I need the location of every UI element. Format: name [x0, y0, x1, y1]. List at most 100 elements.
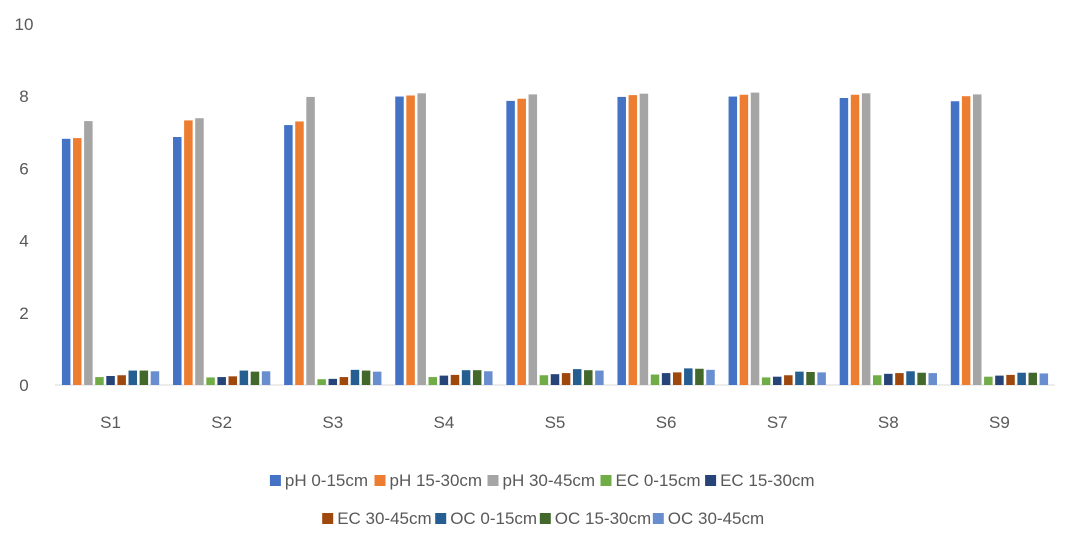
bar: [617, 96, 626, 386]
bar: [439, 375, 449, 385]
x-tick-label: S3: [322, 413, 343, 432]
legend-label: EC 15-30cm: [720, 471, 814, 490]
legend-swatch: [600, 475, 612, 486]
bar: [761, 377, 771, 385]
legend-item: pH 15-30cm: [374, 471, 482, 490]
bar: [784, 375, 793, 385]
bar: [772, 376, 782, 385]
x-tick-label: S9: [989, 413, 1010, 432]
bar: [317, 379, 326, 385]
legend-swatch: [652, 513, 664, 524]
bar: [150, 371, 160, 385]
bar: [872, 375, 882, 385]
x-tick-label: S5: [545, 413, 566, 432]
x-tick-label: S6: [656, 413, 677, 432]
legend-item: pH 30-45cm: [487, 471, 595, 490]
bar: [428, 377, 438, 385]
bar: [361, 370, 371, 385]
legend-item: OC 0-15cm: [435, 509, 537, 528]
bar: [306, 96, 315, 386]
x-tick-label: S2: [211, 413, 232, 432]
bar: [61, 138, 71, 385]
y-tick-label: 2: [19, 304, 28, 323]
bar: [695, 368, 704, 385]
bar: [1006, 374, 1015, 385]
bar: [584, 370, 593, 385]
bar: [561, 373, 571, 385]
bar: [472, 370, 482, 385]
bar: [73, 138, 82, 385]
bar: [117, 375, 126, 385]
bar: [917, 372, 926, 385]
y-tick-label: 6: [19, 159, 28, 178]
bar: [906, 371, 915, 385]
y-tick-label: 10: [15, 15, 34, 34]
bar: [572, 369, 582, 385]
bar: [450, 374, 460, 385]
bar: [184, 120, 193, 385]
y-tick-labels: 0 2 4 6 8 10: [15, 15, 34, 395]
bar: [128, 370, 138, 385]
bar: [839, 98, 849, 385]
bar: [84, 121, 93, 386]
bar: [1039, 373, 1049, 385]
bar: [250, 371, 260, 385]
bar: [928, 373, 937, 385]
bar: [95, 377, 104, 385]
bar: [739, 94, 749, 385]
legend-label: OC 0-15cm: [450, 509, 537, 528]
bar: [239, 370, 249, 385]
x-tick-label: S7: [767, 413, 788, 432]
bar: [550, 374, 560, 385]
bar: [106, 375, 115, 385]
bar: [995, 375, 1004, 385]
bar: [972, 94, 982, 385]
legend-label: OC 30-45cm: [668, 509, 764, 528]
bar: [884, 373, 893, 385]
bar: [661, 373, 671, 385]
x-tick-labels: S1 S2 S3 S4 S5 S6 S7 S8 S9: [100, 413, 1010, 432]
bar: [517, 98, 526, 385]
legend-swatch: [705, 475, 717, 486]
legend-label: OC 15-30cm: [555, 509, 651, 528]
bar: [528, 94, 538, 385]
bar: [139, 370, 149, 385]
bar: [372, 371, 382, 385]
bar: [861, 93, 871, 385]
bar: [261, 371, 271, 385]
bar: [728, 96, 738, 385]
x-tick-label: S4: [433, 413, 454, 432]
bar: [1028, 372, 1037, 385]
bar: [595, 370, 604, 385]
bar: [539, 375, 549, 385]
bar: [795, 371, 804, 385]
bar: [506, 100, 515, 385]
bar: [350, 369, 360, 385]
x-tick-label: S8: [878, 413, 899, 432]
legend-item: OC 15-30cm: [539, 509, 651, 528]
bar: [672, 372, 682, 385]
legend-item: EC 0-15cm: [600, 471, 701, 490]
bar: [684, 368, 693, 385]
legend: pH 0-15cm pH 15-30cm pH 30-45cm EC 0-15cm EC…: [269, 471, 815, 528]
y-tick-label: 4: [19, 232, 28, 251]
bar: [206, 377, 215, 385]
y-tick-label: 0: [19, 376, 28, 395]
bar: [628, 95, 638, 386]
bar: [173, 136, 182, 385]
bar: [339, 377, 349, 385]
bar: [750, 92, 760, 385]
legend-item: pH 0-15cm: [269, 471, 368, 490]
bar: [295, 121, 304, 385]
bars: [61, 92, 1049, 386]
bar: [228, 376, 238, 385]
legend-label: EC 0-15cm: [616, 471, 701, 490]
bar: [950, 101, 960, 385]
legend-swatch: [539, 513, 551, 524]
bar: [417, 93, 426, 385]
y-tick-label: 8: [19, 87, 28, 106]
bar: [406, 95, 415, 385]
bar: [461, 370, 471, 385]
legend-item: EC 30-45cm: [322, 509, 432, 528]
